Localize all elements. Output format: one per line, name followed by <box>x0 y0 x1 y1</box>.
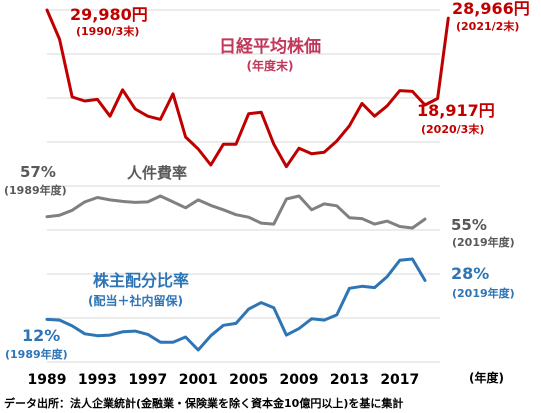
x-tick-label: 2017 <box>380 372 419 388</box>
nikkei-peak-note: (1990/3末) <box>76 24 139 38</box>
nikkei-latest-value: 28,966円 <box>452 0 530 18</box>
share-start-note: (1989年度) <box>5 347 68 361</box>
labor-start-note: (1989年度) <box>4 183 67 197</box>
labor-cost-ratio-line <box>45 194 427 230</box>
nikkei-peak-value: 29,980円 <box>70 5 148 24</box>
x-tick-label: 1997 <box>128 372 167 388</box>
share-start-value: 12% <box>22 326 60 345</box>
x-tick-label: 1989 <box>28 372 67 388</box>
nikkei-2020-note: (2020/3末) <box>421 122 484 136</box>
share-series-name: 株主配分比率 <box>93 271 189 290</box>
nikkei-latest-note: (2021/2末) <box>456 19 519 33</box>
labor-end-note: (2019年度) <box>452 235 515 249</box>
nikkei-series-name: 日経平均株価 <box>219 36 321 57</box>
x-tick-label: 2005 <box>229 372 268 388</box>
shareholder-allocation-line <box>45 257 427 352</box>
x-tick-label: 2001 <box>179 372 218 388</box>
labor-series-name: 人件費率 <box>127 164 187 182</box>
labor-end-value: 55% <box>451 216 487 234</box>
source-note: データ出所：法人企業統計(金融業・保険業を除く資本金10億円以上)を基に集計 <box>4 396 403 410</box>
x-axis-ticks: 1989 1993 1997 2001 2005 2009 2013 2017 <box>28 372 420 388</box>
nikkei-line <box>45 8 450 169</box>
nikkei-series-subtitle: (年度末) <box>247 58 294 73</box>
x-tick-label: 1993 <box>78 372 117 388</box>
series-lines <box>45 8 450 352</box>
x-tick-label: 2013 <box>330 372 369 388</box>
x-tick-label: 2009 <box>280 372 319 388</box>
labor-start-value: 57% <box>20 163 56 181</box>
x-axis-label: (年度) <box>469 370 504 385</box>
gridlines <box>47 9 440 363</box>
share-end-note: (2019年度) <box>452 286 515 300</box>
share-series-subtitle: (配当＋社内留保) <box>88 293 183 308</box>
share-end-value: 28% <box>451 264 489 283</box>
nikkei-2020-value: 18,917円 <box>417 101 495 120</box>
